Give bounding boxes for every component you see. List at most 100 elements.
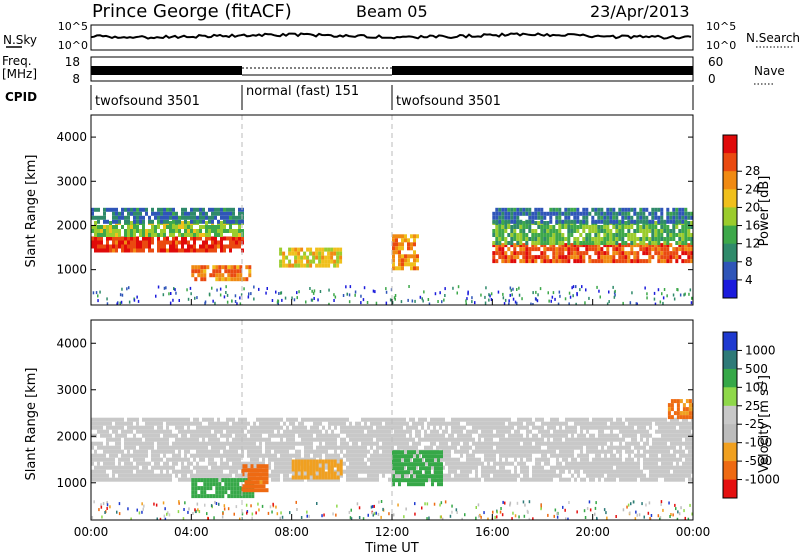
heatmap-cell bbox=[318, 259, 322, 264]
heatmap-cell bbox=[208, 244, 211, 249]
heatmap-cell bbox=[612, 215, 616, 220]
heatmap-cell bbox=[151, 240, 154, 245]
heatmap-cell bbox=[211, 445, 214, 450]
heatmap-cell bbox=[511, 453, 514, 458]
heatmap-cell bbox=[666, 241, 670, 245]
heatmap-cell bbox=[124, 219, 127, 224]
heatmap-cell bbox=[419, 466, 422, 471]
heatmap-cell bbox=[525, 255, 529, 260]
heatmap-cell bbox=[253, 453, 256, 458]
heatmap-cell bbox=[235, 473, 238, 478]
heatmap-cell bbox=[652, 469, 655, 474]
heatmap-cell bbox=[606, 225, 610, 229]
heatmap-cell bbox=[528, 259, 532, 264]
heatmap-cell bbox=[670, 399, 674, 404]
heatmap-cell bbox=[546, 259, 550, 264]
heatmap-cell bbox=[691, 403, 693, 408]
heatmap-cell bbox=[202, 449, 205, 454]
heatmap-cell bbox=[343, 461, 346, 466]
heatmap-cell bbox=[118, 421, 121, 426]
heatmap-cell bbox=[439, 445, 442, 450]
heatmap-cell bbox=[445, 421, 448, 426]
heatmap-cell bbox=[178, 219, 181, 224]
heatmap-cell bbox=[503, 302, 506, 305]
heatmap-cell bbox=[166, 236, 169, 241]
heatmap-cell bbox=[235, 465, 238, 470]
heatmap-cell bbox=[370, 417, 373, 422]
heatmap-cell bbox=[640, 469, 643, 474]
heatmap-cell bbox=[258, 287, 260, 291]
heatmap-cell bbox=[214, 437, 217, 442]
heatmap-cell bbox=[115, 244, 118, 249]
heatmap-cell bbox=[675, 255, 679, 260]
heatmap-cell bbox=[445, 445, 448, 450]
heatmap-cell bbox=[169, 465, 172, 470]
heatmap-cell bbox=[681, 233, 685, 237]
heatmap-cell bbox=[115, 215, 118, 220]
heatmap-cell bbox=[475, 417, 478, 422]
heatmap-cell bbox=[395, 478, 398, 483]
heatmap-cell bbox=[463, 465, 466, 470]
heatmap-cell bbox=[225, 285, 227, 289]
heatmap-cell bbox=[118, 445, 121, 450]
heatmap-cell bbox=[564, 215, 568, 220]
heatmap-cell bbox=[181, 437, 184, 442]
heatmap-cell bbox=[658, 469, 661, 474]
heatmap-cell bbox=[484, 429, 487, 434]
heatmap-cell bbox=[492, 233, 496, 237]
heatmap-cell bbox=[208, 425, 211, 430]
heatmap-cell bbox=[100, 421, 103, 426]
heatmap-cell bbox=[268, 449, 271, 454]
heatmap-cell bbox=[124, 429, 127, 434]
heatmap-cell bbox=[540, 229, 544, 233]
heatmap-cell bbox=[148, 461, 151, 466]
heatmap-cell bbox=[244, 441, 247, 446]
heatmap-cell bbox=[106, 507, 108, 510]
heatmap-cell bbox=[250, 464, 254, 469]
heatmap-cell bbox=[175, 211, 178, 216]
heatmap-cell bbox=[166, 465, 169, 470]
heatmap-cell bbox=[626, 505, 628, 509]
heatmap-cell bbox=[511, 461, 514, 466]
heatmap-cell bbox=[229, 417, 232, 422]
heatmap-cell bbox=[121, 207, 124, 212]
heatmap-cell bbox=[203, 269, 207, 274]
heatmap-cell bbox=[416, 462, 419, 467]
heatmap-cell bbox=[262, 429, 265, 434]
heatmap-cell bbox=[601, 441, 604, 446]
heatmap-cell bbox=[283, 457, 286, 462]
heatmap-cell bbox=[601, 469, 604, 474]
heatmap-cell bbox=[325, 445, 328, 450]
heatmap-cell bbox=[106, 473, 109, 478]
heatmap-cell bbox=[233, 265, 237, 270]
heatmap-cell bbox=[505, 469, 508, 474]
heatmap-cell bbox=[175, 425, 178, 430]
heatmap-cell bbox=[451, 437, 454, 442]
heatmap-cell bbox=[598, 473, 601, 478]
heatmap-cell bbox=[504, 251, 508, 256]
heatmap-cell bbox=[531, 211, 535, 216]
heatmap-cell bbox=[565, 433, 568, 438]
heatmap-cell bbox=[437, 474, 440, 479]
heatmap-cell bbox=[230, 269, 234, 274]
heatmap-cell bbox=[401, 258, 404, 263]
heatmap-cell bbox=[274, 477, 277, 482]
heatmap-cell bbox=[184, 433, 187, 438]
heatmap-cell bbox=[589, 437, 592, 442]
heatmap-cell bbox=[283, 441, 286, 446]
heatmap-cell bbox=[525, 219, 529, 224]
heatmap-cell bbox=[239, 265, 243, 270]
heatmap-cell bbox=[220, 421, 223, 426]
heatmap-cell bbox=[223, 215, 226, 220]
heatmap-cell bbox=[643, 465, 646, 470]
heatmap-cell bbox=[537, 241, 541, 245]
heatmap-cell bbox=[510, 241, 514, 245]
heatmap-cell bbox=[241, 229, 244, 233]
heatmap-cell bbox=[265, 291, 267, 295]
heatmap-cell bbox=[581, 285, 583, 289]
heatmap-cell bbox=[395, 266, 398, 271]
heatmap-cell bbox=[157, 244, 160, 249]
heatmap-cell bbox=[220, 453, 223, 458]
heatmap-cell bbox=[256, 484, 260, 489]
heatmap-cell bbox=[683, 293, 685, 297]
